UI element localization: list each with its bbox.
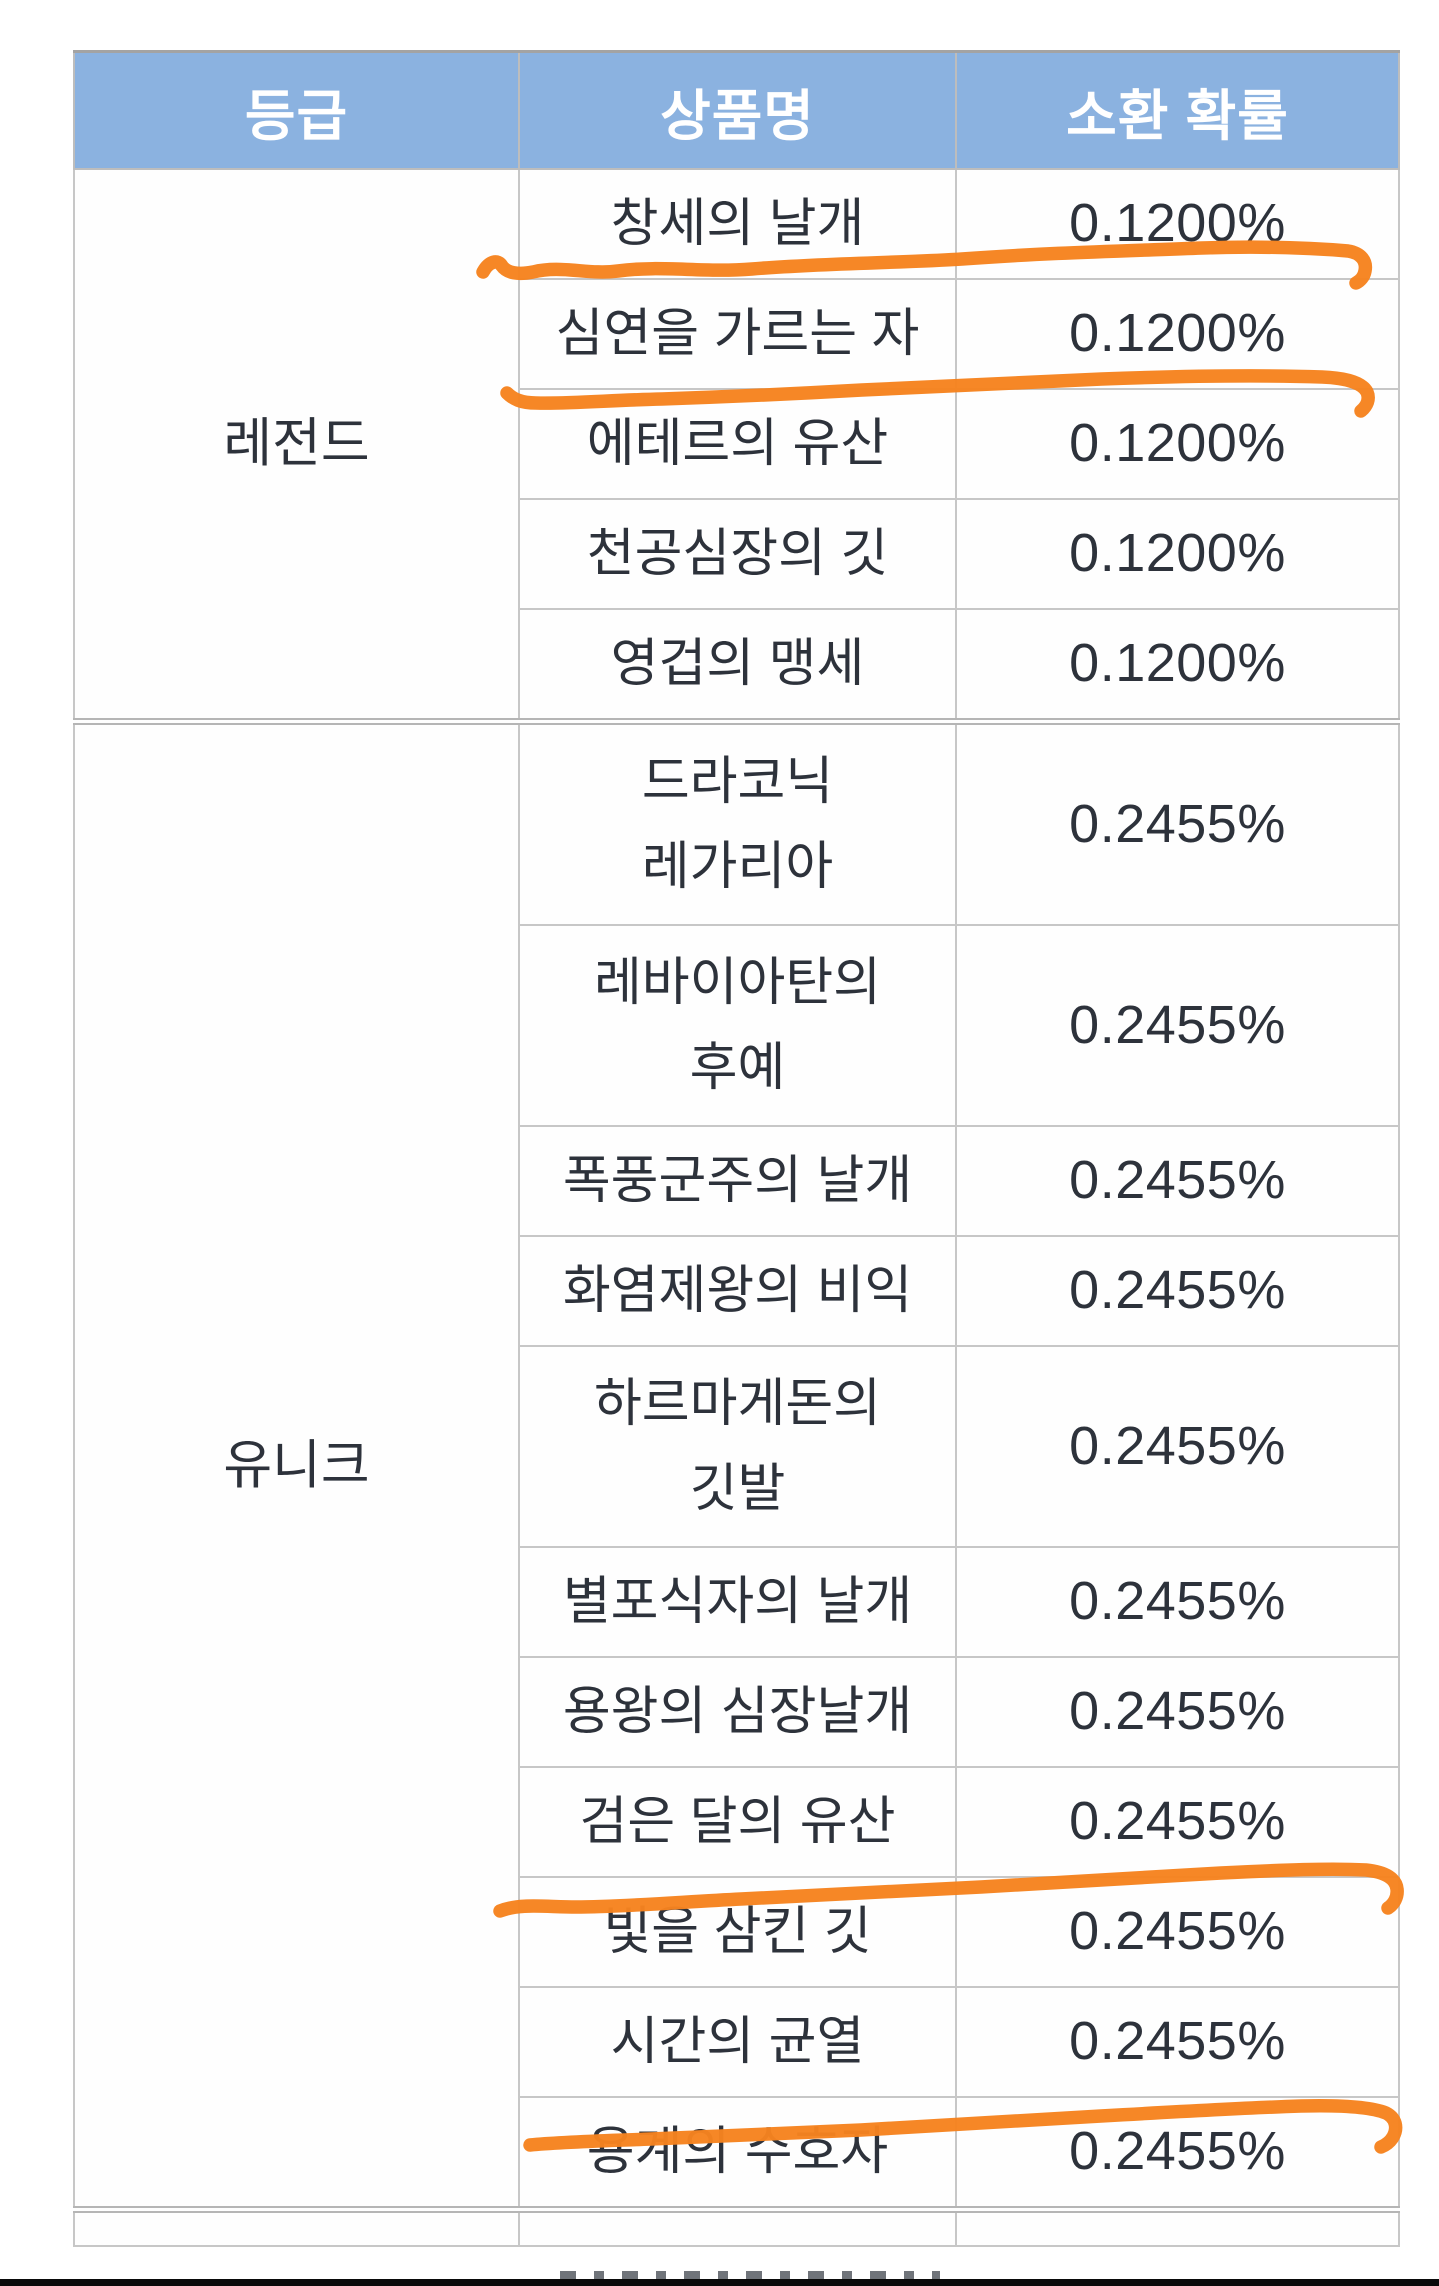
bottom-black-bar (0, 2279, 1439, 2286)
item-name: 화염제왕의 비익 (562, 1261, 913, 1320)
item-name: 깃발 (689, 1459, 786, 1518)
item-name: 용왕의 심장날개 (562, 1682, 913, 1741)
item-name-cell: 심연을 가르는 자 (518, 278, 957, 390)
probability-value: 0.2455% (1069, 1901, 1286, 1962)
item-name: 드라코닉 (641, 753, 834, 812)
item-name: 빛을 삼킨 깃 (603, 1902, 872, 1961)
table-row: 화염제왕의 비익 0.2455% (74, 1235, 1400, 1347)
probability-value: 0.1200% (1069, 523, 1286, 584)
probability-cell: 0.2455% (955, 1235, 1400, 1347)
probability-cell: 0.2455% (955, 1986, 1400, 2098)
item-name: 별포식자의 날개 (562, 1572, 913, 1631)
item-name: 레바이아탄의 (593, 954, 882, 1013)
probability-cell: 0.2455% (955, 718, 1400, 926)
item-name: 에테르의 유산 (586, 414, 889, 473)
table-row-partial (73, 2206, 1400, 2247)
probability-cell: 0.2455% (955, 1876, 1400, 1988)
probability-cell: 0.1200% (955, 608, 1400, 723)
item-name-cell: 시간의 균열 (518, 1986, 957, 2098)
header-item-name: 상품명 (518, 50, 957, 170)
table-row: 별포식자의 날개 0.2455% (74, 1546, 1400, 1658)
table-body: 레전드 창세의 날개 0.1200% 심연을 가르는 자 0.1200% 에테르의 유산 0… (73, 168, 1400, 2247)
probability-cell: 0.2455% (955, 1546, 1400, 1658)
probability-value: 0.2455% (1069, 2011, 1286, 2072)
probability-value: 0.2455% (1069, 2121, 1286, 2182)
probability-cell: 0.1200% (955, 498, 1400, 610)
probability-cell: 0.2455% (955, 1656, 1400, 1768)
probability-value: 0.2455% (1069, 1415, 1286, 1476)
table-row: 용왕의 심장날개 0.2455% (74, 1656, 1400, 1768)
item-name: 영겁의 맹세 (610, 634, 865, 693)
item-name-cell: 폭풍군주의 날개 (518, 1125, 957, 1237)
item-name-cell: 화염제왕의 비익 (518, 1235, 957, 1347)
probability-value: 0.2455% (1069, 1571, 1286, 1632)
grade-label: 유니크 (223, 1435, 370, 1495)
item-name: 용계의 수호자 (586, 2122, 889, 2181)
probability-table-container: 등급 상품명 소환 확률 레전드 창세의 날개 0.1200% 심연을 가르는 자 0.… (73, 50, 1400, 2247)
item-name-cell: 에테르의 유산 (518, 388, 957, 500)
probability-value: 0.1200% (1069, 413, 1286, 474)
partial-name-cell (518, 2206, 957, 2247)
probability-cell: 0.2455% (955, 1125, 1400, 1237)
item-name-cell: 천공심장의 깃 (518, 498, 957, 610)
item-name: 검은 달의 유산 (579, 1792, 896, 1851)
table-row: 레전드 창세의 날개 0.1200% (73, 168, 1400, 723)
grade-cell: 레전드 (73, 168, 520, 723)
clipped-next-row-text (560, 2271, 940, 2279)
item-name: 폭풍군주의 날개 (562, 1151, 913, 1210)
grade-cell: 유니크 (73, 718, 520, 2211)
item-name: 심연을 가르는 자 (555, 304, 920, 363)
item-name-cell: 용계의 수호자 (518, 2096, 957, 2211)
table-row: 시간의 균열 0.2455% (74, 1986, 1400, 2098)
summon-probability-table: 등급 상품명 소환 확률 레전드 창세의 날개 0.1200% 심연을 가르는 자 0.… (73, 50, 1400, 2247)
probability-cell: 0.1200% (955, 388, 1400, 500)
table-row: 영겁의 맹세 0.1200% (74, 608, 1400, 723)
table-row: 검은 달의 유산 0.2455% (74, 1766, 1400, 1878)
item-name-cell: 영겁의 맹세 (518, 608, 957, 723)
table-row: 폭풍군주의 날개 0.2455% (74, 1125, 1400, 1237)
probability-value: 0.1200% (1069, 303, 1286, 364)
probability-cell: 0.2455% (955, 1345, 1400, 1548)
probability-cell: 0.1200% (955, 278, 1400, 390)
item-name-cell: 용왕의 심장날개 (518, 1656, 957, 1768)
item-name: 후예 (689, 1038, 786, 1097)
item-name-cell: 빛을 삼킨 깃 (518, 1876, 957, 1988)
item-name-cell: 창세의 날개 (518, 168, 957, 280)
item-name: 레가리아 (641, 837, 834, 896)
item-name: 하르마게돈의 (593, 1375, 882, 1434)
probability-value: 0.1200% (1069, 633, 1286, 694)
item-name-cell: 검은 달의 유산 (518, 1766, 957, 1878)
probability-cell: 0.1200% (955, 168, 1400, 280)
probability-value: 0.1200% (1069, 193, 1286, 254)
probability-value: 0.2455% (1069, 1150, 1286, 1211)
probability-cell: 0.2455% (955, 2096, 1400, 2211)
item-name: 시간의 균열 (610, 2012, 865, 2071)
item-name: 천공심장의 깃 (586, 524, 889, 583)
header-summon-probability: 소환 확률 (955, 50, 1400, 170)
grade-label: 레전드 (223, 414, 370, 474)
item-name-cell: 별포식자의 날개 (518, 1546, 957, 1658)
item-name: 창세의 날개 (610, 194, 865, 253)
partial-grade-cell (73, 2206, 520, 2247)
header-grade: 등급 (73, 50, 520, 170)
probability-value: 0.2455% (1069, 994, 1286, 1055)
probability-value: 0.2455% (1069, 1260, 1286, 1321)
partial-prob-cell (955, 2206, 1400, 2247)
probability-cell: 0.2455% (955, 924, 1400, 1127)
probability-value: 0.2455% (1069, 1681, 1286, 1742)
probability-value: 0.2455% (1069, 1791, 1286, 1852)
table-row: 천공심장의 깃 0.1200% (74, 498, 1400, 610)
table-header-row: 등급 상품명 소환 확률 (73, 50, 1400, 170)
probability-value: 0.2455% (1069, 793, 1286, 854)
probability-cell: 0.2455% (955, 1766, 1400, 1878)
